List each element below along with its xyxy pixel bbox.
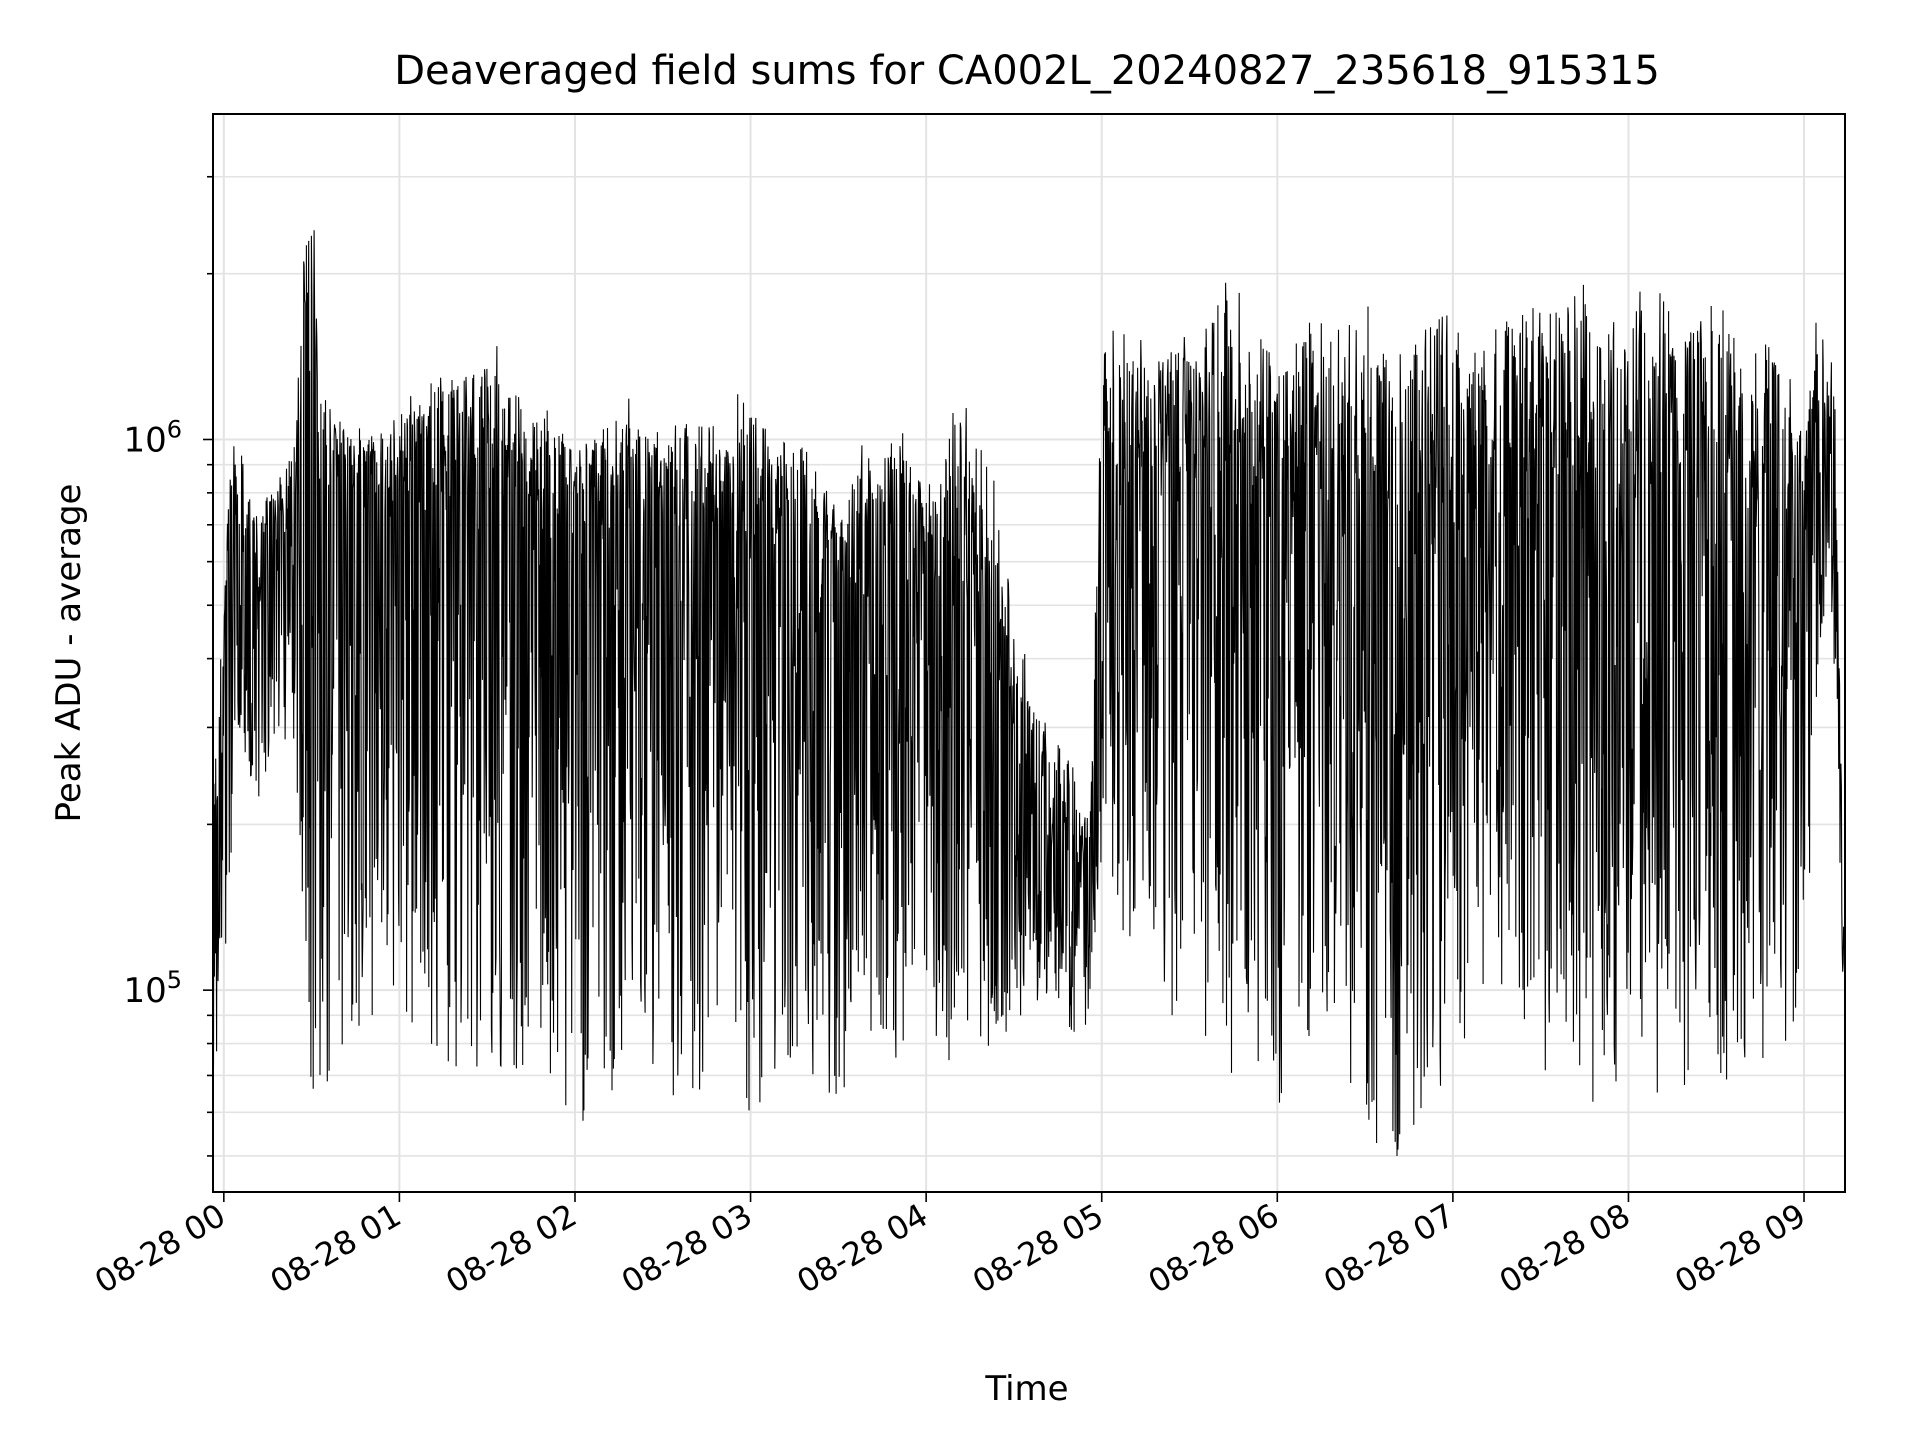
y-tick-label: 106 bbox=[123, 415, 182, 460]
data-series-line bbox=[212, 230, 1846, 1157]
data-layer bbox=[212, 230, 1846, 1157]
chart-title: Deaveraged field sums for CA002L_2024082… bbox=[394, 48, 1660, 94]
x-axis-label: Time bbox=[984, 1369, 1068, 1409]
y-axis-label: Peak ADU - average bbox=[49, 484, 89, 823]
y-tick-label: 105 bbox=[123, 966, 182, 1011]
plot-frame bbox=[212, 113, 1846, 1193]
